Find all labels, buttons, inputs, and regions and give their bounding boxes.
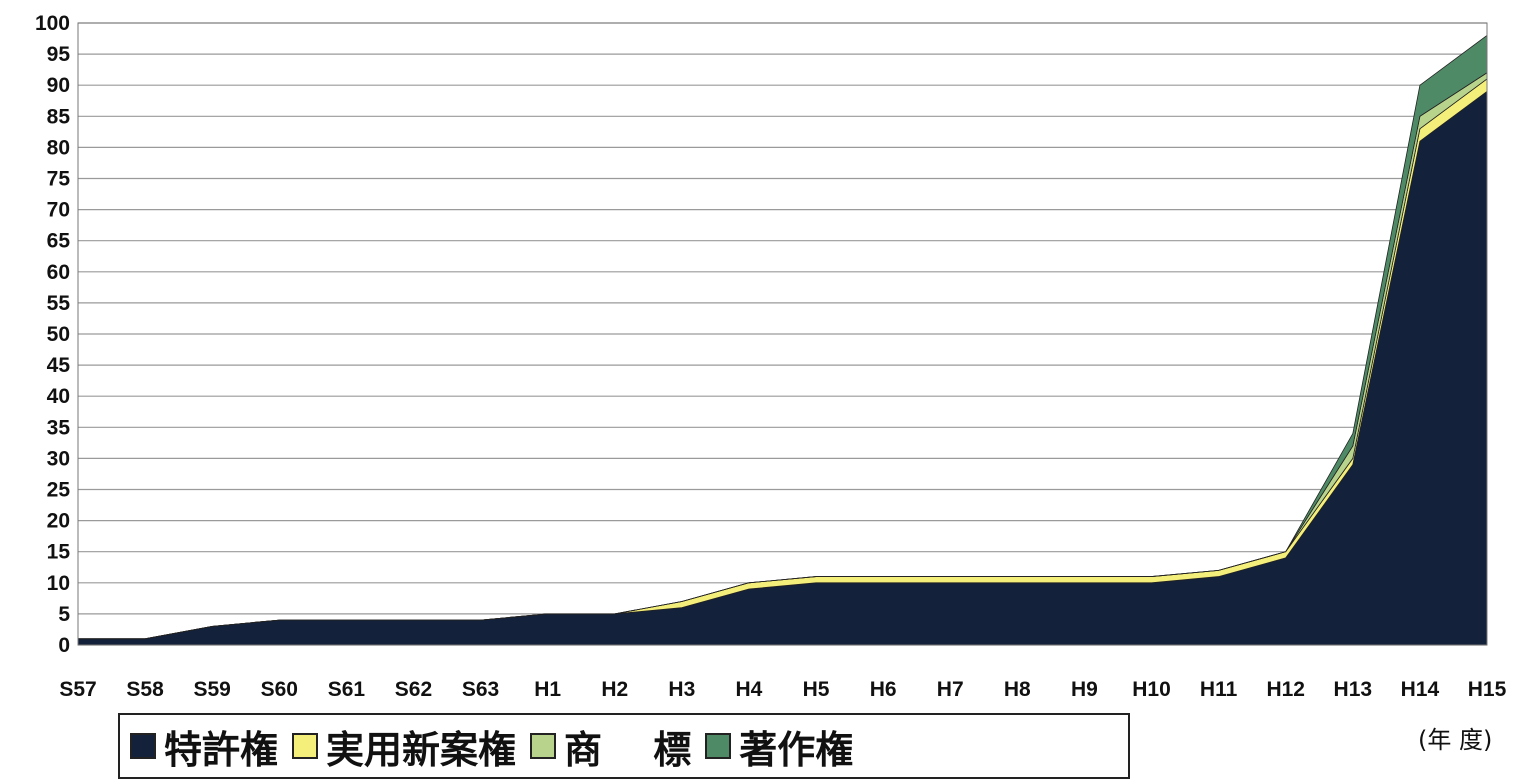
y-tick-label: 0	[58, 634, 70, 657]
x-tick-label: H4	[736, 678, 763, 701]
x-axis-ticks: S57 S58 S59 S60 S61 S62 S63 H1 H2 H3 H4 H5 H6 H7 H8 H9 H…	[59, 678, 1506, 701]
y-tick-label: 85	[47, 105, 71, 128]
area-series-0	[77, 90, 1488, 646]
x-tick-label: H8	[1004, 678, 1031, 701]
x-tick-label: H3	[668, 678, 695, 701]
legend-item-trademark: 商 標	[530, 719, 691, 774]
x-tick-label: S59	[194, 678, 231, 701]
x-tick-label: H13	[1334, 678, 1373, 701]
y-tick-label: 100	[35, 12, 70, 35]
legend-label-utility-model: 実用新案権	[326, 727, 517, 772]
y-tick-label: 10	[47, 572, 70, 595]
y-tick-label: 5	[58, 603, 70, 626]
area-chart: 0 5 10 15 20 25 30 35 40 45 50 55 60 65 70 75 80 85 90 95 10…	[35, 12, 1507, 701]
x-tick-label: H1	[534, 678, 561, 701]
x-tick-label: H7	[937, 678, 964, 701]
y-tick-label: 50	[47, 323, 70, 346]
gridlines	[78, 22, 1487, 646]
legend-item-utility-model: 実用新案権	[292, 719, 516, 774]
x-axis-unit-label: (年 度)	[1418, 726, 1493, 754]
y-tick-label: 75	[47, 168, 71, 191]
x-tick-label: H14	[1401, 678, 1440, 701]
plot-frame	[77, 22, 1488, 646]
legend-swatch-trademark	[530, 733, 557, 759]
legend-label-trademark: 商 標	[564, 727, 692, 772]
x-tick-label: H15	[1468, 678, 1507, 701]
y-tick-label: 20	[47, 510, 70, 533]
x-tick-label: H2	[601, 678, 628, 701]
y-tick-label: 90	[47, 74, 70, 97]
legend-label-copyright: 著作権	[739, 727, 854, 772]
legend: 特許権 実用新案権 商 標 著作権	[118, 713, 1130, 779]
x-tick-label: S60	[261, 678, 298, 701]
area-series-2	[78, 72, 1488, 640]
stacked-areas	[77, 34, 1488, 646]
x-tick-label: H10	[1132, 678, 1171, 701]
y-tick-label: 45	[47, 354, 71, 377]
x-tick-label: S57	[59, 678, 96, 701]
legend-item-patent: 特許権	[130, 719, 278, 774]
x-tick-label: S58	[126, 678, 164, 701]
y-tick-label: 30	[47, 447, 70, 470]
y-tick-label: 55	[47, 292, 71, 315]
x-tick-label: H9	[1071, 678, 1098, 701]
x-tick-label: H6	[870, 678, 897, 701]
legend-swatch-copyright	[705, 733, 732, 759]
legend-label-patent: 特許権	[164, 727, 279, 772]
x-tick-label: S63	[462, 678, 499, 701]
y-tick-label: 25	[47, 479, 71, 502]
y-tick-label: 35	[47, 416, 71, 439]
y-tick-label: 40	[47, 385, 70, 408]
x-tick-label: S62	[395, 678, 432, 701]
legend-item-copyright: 著作権	[705, 719, 853, 774]
x-tick-label: H11	[1200, 678, 1238, 701]
y-tick-label: 70	[47, 199, 70, 222]
y-tick-label: 15	[47, 541, 71, 564]
legend-swatch-utility-model	[292, 733, 319, 759]
y-tick-label: 60	[47, 261, 70, 284]
x-tick-label: H12	[1266, 678, 1305, 701]
x-tick-label: S61	[328, 678, 366, 701]
y-tick-label: 65	[47, 230, 71, 253]
x-tick-label: H5	[803, 678, 830, 701]
y-tick-label: 80	[47, 136, 70, 159]
area-series-3	[78, 34, 1488, 640]
y-tick-label: 95	[47, 43, 71, 66]
legend-swatch-patent	[130, 733, 156, 759]
y-axis-ticks: 0 5 10 15 20 25 30 35 40 45 50 55 60 65 70 75 80 85 90 95 10…	[35, 12, 70, 657]
